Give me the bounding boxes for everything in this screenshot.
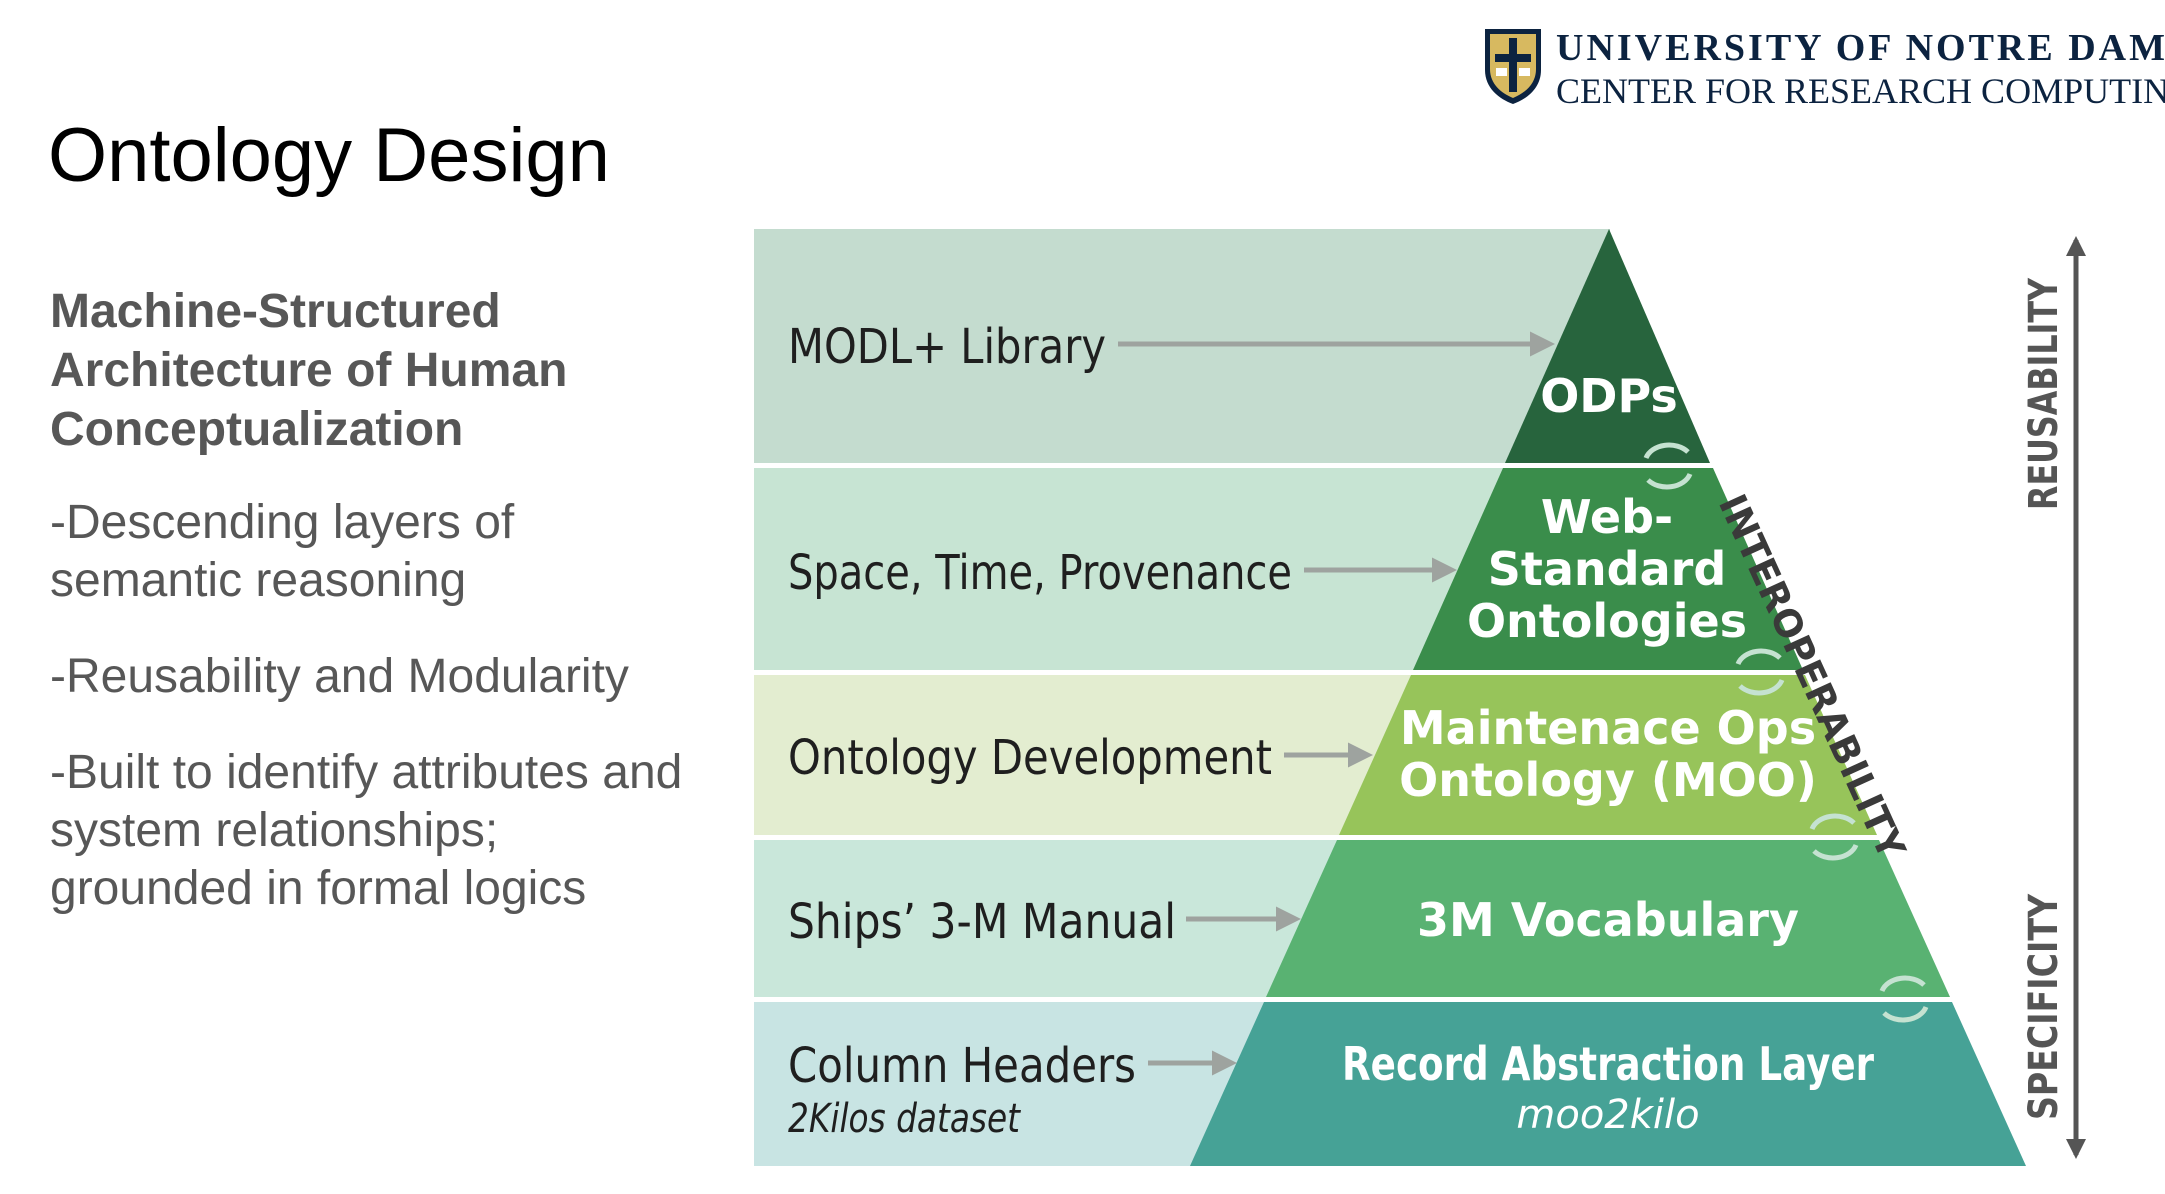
reusability-label: REUSABILITY (2021, 277, 2067, 510)
tier-label-3m-vocabulary: 3M Vocabulary (1417, 893, 1799, 947)
tier-label-ontology-moo: Ontology (MOO) (1399, 753, 1817, 807)
tier-label-moo2kilo: moo2kilo (1516, 1092, 1699, 1138)
slide-title: Ontology Design (48, 113, 610, 198)
slide-subtitle: Machine-Structured Architecture of Human… (50, 285, 568, 456)
label-ships-3m-manual: Ships’ 3-M Manual (788, 894, 1176, 950)
bullet-item: -Reusability and Modularity (50, 650, 629, 703)
shield-crest-icon (1485, 29, 1541, 104)
pyramid-tier-web-standard (1413, 468, 1803, 670)
label-2kilos-dataset: 2Kilos dataset (788, 1096, 1021, 1142)
tier-label-standard: Standard (1488, 542, 1727, 596)
pyramid-tier-odps (1505, 229, 1710, 463)
tier-label-maintenace-ops: Maintenace Ops (1400, 701, 1816, 755)
cycle-icon (1643, 442, 1693, 490)
logo-university-name: UNIVERSITY OF NOTRE DAME (1556, 27, 2165, 69)
tier-label-record-abstraction-layer: Record Abstraction Layer (1342, 1037, 1874, 1091)
tier-label-odps: ODPs (1540, 369, 1678, 423)
bullet-item: -Descending layers of semantic reasoning (50, 496, 515, 607)
cycle-icon (1735, 648, 1785, 696)
pyramid-tier-record-abstraction (1190, 1002, 2026, 1166)
label-column-headers: Column Headers (788, 1038, 1136, 1094)
cycle-icon (1879, 975, 1929, 1023)
pyramid-tier-moo (1339, 675, 1877, 835)
tier-label-web: Web- (1541, 490, 1673, 544)
cycle-icon (1809, 813, 1859, 861)
specificity-label: SPECIFICITY (2021, 893, 2067, 1120)
label-modl-library: MODL+ Library (788, 319, 1106, 375)
tier-label-ontologies: Ontologies (1467, 594, 1747, 648)
label-ontology-development: Ontology Development (788, 730, 1272, 786)
label-space-time-provenance: Space, Time, Provenance (788, 545, 1292, 601)
bullet-item: -Built to identify attributes and system… (50, 746, 683, 915)
university-logo: UNIVERSITY OF NOTRE DAME CENTER FOR RESE… (1482, 26, 2165, 111)
pyramid-tier-3m-vocabulary (1266, 840, 1950, 997)
logo-center-name: CENTER FOR RESEARCH COMPUTING (1556, 71, 2165, 111)
